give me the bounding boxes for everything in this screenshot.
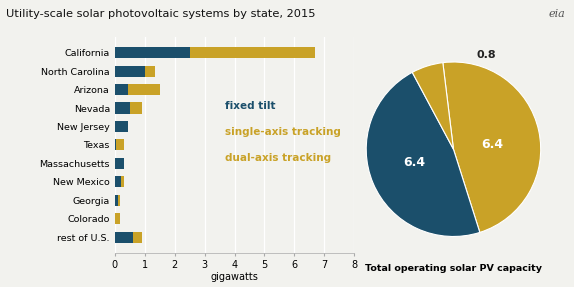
Bar xyxy=(189,47,315,58)
X-axis label: gigawatts: gigawatts xyxy=(211,272,258,282)
Text: 0.8: 0.8 xyxy=(477,50,497,60)
Bar xyxy=(115,176,121,187)
Bar xyxy=(115,47,189,58)
Bar xyxy=(115,139,117,150)
Wedge shape xyxy=(412,63,453,149)
Text: single-axis tracking: single-axis tracking xyxy=(225,127,341,137)
Text: Total operating solar PV capacity: Total operating solar PV capacity xyxy=(365,264,542,274)
Text: Utility-scale solar photovoltaic systems by state, 2015: Utility-scale solar photovoltaic systems… xyxy=(6,9,315,19)
Text: dual-axis tracking: dual-axis tracking xyxy=(225,153,331,163)
Wedge shape xyxy=(443,62,541,232)
Bar xyxy=(118,195,120,206)
Bar xyxy=(115,121,128,132)
Text: 6.4: 6.4 xyxy=(482,138,504,151)
Bar xyxy=(128,84,160,95)
Text: 6.4: 6.4 xyxy=(403,156,425,169)
Wedge shape xyxy=(366,72,480,236)
Bar xyxy=(145,65,155,77)
Bar xyxy=(115,232,133,243)
Bar xyxy=(115,84,128,95)
Bar xyxy=(115,195,118,206)
Bar xyxy=(117,139,124,150)
Bar xyxy=(121,176,124,187)
Bar xyxy=(115,213,120,224)
Text: eia: eia xyxy=(549,9,565,19)
Text: fixed tilt: fixed tilt xyxy=(225,101,276,111)
Bar xyxy=(130,102,142,114)
Bar xyxy=(115,65,145,77)
Bar xyxy=(115,102,130,114)
Bar xyxy=(115,158,124,169)
Bar xyxy=(133,232,142,243)
